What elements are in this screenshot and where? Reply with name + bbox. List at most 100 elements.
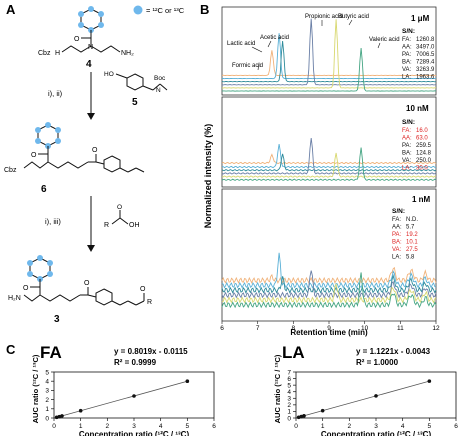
plot-title: LA: [282, 343, 305, 362]
sn-value: 5.7: [406, 225, 415, 231]
y-tick-label: 4: [287, 389, 291, 396]
label-h2n: H₂N: [8, 295, 21, 302]
y-tick-label: 5: [287, 382, 291, 389]
chromatogram-panel-top: [221, 6, 437, 96]
panel-label-b: B: [200, 2, 209, 17]
trace-propionic: [221, 137, 437, 175]
sn-key: VA:: [402, 158, 412, 164]
y-tick-label: 4: [45, 379, 49, 386]
label-cbz-top: Cbz: [38, 50, 51, 57]
sn-table-mid: S/N: FA: 16.0 AA: 63.0 PA: 259.5 BA: 124.8 VA: 25…: [402, 119, 432, 172]
label-cbz-mid: Cbz: [4, 167, 17, 174]
peak-label-propionic: Propionic acid: [305, 14, 343, 20]
peak-label-formic: Formic acid: [232, 63, 263, 69]
x-tick-label: 2: [106, 423, 110, 430]
sn-value: 250.0: [416, 158, 432, 164]
x-tick-label: 0: [294, 423, 298, 430]
sn-key: PA:: [392, 232, 402, 238]
compound-5-label: 5: [132, 97, 138, 108]
trace-propionic: [221, 18, 437, 86]
x-tick-label: 1: [79, 423, 83, 430]
calibration-plot-fa: FA y = 0.8019x - 0.0115 R² = 0.9999 0 1 2 3 4 5 6…: [31, 343, 216, 436]
label-nh2: NH₂: [121, 50, 134, 57]
trace-butyric: [222, 19, 437, 89]
x-tick-label: 2: [348, 423, 352, 430]
trace-acetic: [221, 153, 437, 172]
trace-formic: [221, 50, 437, 77]
step-1-label: i), ii): [48, 89, 63, 98]
x-tick-label: 6: [220, 325, 224, 332]
chromatogram-traces: [221, 18, 437, 309]
x-tick-label: 0: [52, 423, 56, 430]
trace-valeric: [221, 147, 437, 181]
x-tick-label: 1: [321, 423, 325, 430]
amide-o-bottom: O: [84, 280, 90, 287]
chromatogram-ylabel: Normalized intensity (%): [203, 124, 213, 229]
trace-butyric: [221, 152, 437, 178]
arrow-head-2: [87, 245, 95, 252]
compound-6-structure: [23, 122, 145, 173]
sn-value: 27.5: [406, 247, 418, 253]
sn-key: PA:: [402, 143, 412, 149]
plot-title: FA: [40, 343, 62, 362]
compound-3-structure: [23, 255, 145, 306]
sn-value: 1260.8: [416, 37, 435, 43]
trace-butyric: [221, 283, 437, 304]
sn-value: 3263.9: [416, 67, 435, 73]
y-axis-label: AUC ratio (¹²C / ¹³C): [31, 354, 40, 423]
peak-label-acetic: Acetic acid: [260, 35, 289, 41]
peak-label-lactic: Lactic acid: [227, 41, 255, 47]
data-point: [78, 408, 83, 413]
fit-r2: R² = 0.9999: [114, 358, 157, 367]
sn-value: 30.0: [416, 166, 428, 172]
sn-table-top: S/N: FA: 1260.8 AA: 3497.0 PA: 7006.5 BA: 7289.…: [402, 28, 435, 81]
data-point: [132, 394, 136, 398]
reagent-5-ho: HO: [104, 71, 114, 78]
fit-line: [297, 380, 431, 419]
data-point: [427, 379, 432, 383]
trace-acetic: [221, 273, 437, 294]
sn-key: FA:: [402, 128, 411, 134]
chromatogram-xlabel: Retention time (min): [290, 328, 368, 337]
fit-line: [55, 380, 189, 419]
compound-6-label: 6: [41, 184, 47, 195]
reagent-o: O: [117, 204, 122, 211]
compound-3-label: 3: [54, 314, 60, 325]
sn-key: VA:: [402, 67, 412, 73]
reagent-5-boc: Boc: [154, 75, 166, 82]
y-tick-label: 7: [287, 369, 291, 376]
sn-table-bottom: S/N: FA: N.D. AA: 5.7 PA: 19.2 BA: 10.1 VA: 27.5 L…: [392, 208, 418, 261]
sn-key: VA:: [392, 247, 402, 253]
panel-label-c: C: [6, 342, 16, 357]
fit-equation: y = 0.8019x - 0.0115: [114, 347, 188, 356]
data-point: [185, 379, 190, 384]
sn-value: 259.5: [416, 143, 432, 149]
reagent-5-structure: [115, 73, 168, 91]
trace-lactic: [221, 33, 436, 80]
sn-title-bottom: S/N:: [392, 208, 405, 215]
label-r-bottom: R: [147, 299, 152, 306]
x-tick-label: 11: [397, 325, 404, 332]
x-tick-label: 3: [132, 423, 136, 430]
trace-valeric: [221, 272, 437, 309]
legend-text: = ¹²C or ¹³C: [146, 6, 185, 15]
trace-lactic: [221, 252, 437, 289]
sn-title-mid: S/N:: [402, 119, 415, 126]
x-tick-label: 8: [292, 325, 296, 332]
trace-lactic: [221, 144, 437, 169]
trace-propionic: [221, 270, 437, 299]
carbon-dot-legend: [133, 5, 143, 15]
trace-acetic: [221, 40, 437, 83]
panel-label-a: A: [6, 2, 16, 17]
x-tick-label: 4: [401, 423, 405, 430]
y-tick-label: 1: [45, 406, 49, 413]
label-n-top: N: [88, 44, 93, 51]
trace-formic: [221, 266, 437, 284]
sn-value: 124.8: [416, 151, 432, 157]
sn-value: 16.0: [416, 128, 428, 134]
sn-key: LA:: [402, 75, 411, 81]
x-axis-label: Concentration ratio (¹²C / ¹³C): [79, 430, 190, 436]
conc-label-mid: 10 nM: [406, 104, 429, 113]
